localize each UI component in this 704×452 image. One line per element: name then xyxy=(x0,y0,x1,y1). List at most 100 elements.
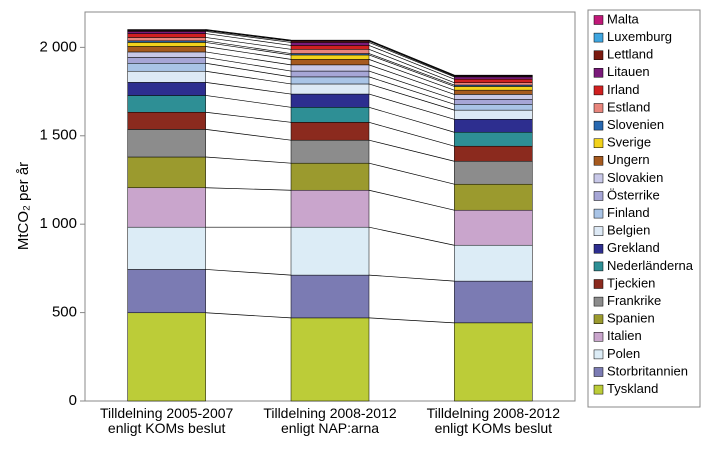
bar-segment xyxy=(127,82,206,96)
legend-swatch xyxy=(593,244,604,254)
connector xyxy=(368,70,455,100)
legend-swatch xyxy=(593,68,604,78)
legend-swatch xyxy=(593,261,604,272)
legend-label: Belgien xyxy=(607,223,650,238)
bar-segment xyxy=(454,86,533,91)
connector xyxy=(368,226,455,246)
connector xyxy=(368,40,455,77)
connector xyxy=(205,37,292,50)
connector xyxy=(368,162,455,185)
bar-segment xyxy=(127,70,206,83)
legend-swatch xyxy=(593,191,604,201)
legend-swatch xyxy=(593,314,604,324)
bar-segment xyxy=(127,226,206,270)
legend-swatch xyxy=(593,85,604,96)
bar-segment xyxy=(127,31,206,34)
connector xyxy=(205,312,292,319)
bar-segment xyxy=(454,74,533,76)
legend-label: Italien xyxy=(607,328,642,343)
bar-segment xyxy=(290,70,370,78)
bar-segment xyxy=(290,162,370,191)
legend-label: Slovenien xyxy=(607,117,664,132)
bar-segment xyxy=(454,131,533,147)
bar-segment xyxy=(454,109,533,120)
legend-label: Polen xyxy=(607,346,640,361)
legend-swatch xyxy=(593,156,604,166)
bar-segment xyxy=(290,59,370,66)
connector xyxy=(205,70,292,85)
legend-label: Grekland xyxy=(607,240,660,255)
bar-segment xyxy=(127,156,206,189)
legend-swatch xyxy=(593,279,604,289)
bar-segment xyxy=(454,82,533,86)
legend-label: Tjeckien xyxy=(607,275,655,290)
legend-swatch xyxy=(593,226,604,236)
bar-segment xyxy=(127,269,206,314)
bar-segment xyxy=(454,145,533,162)
legend-label: Irland xyxy=(607,82,640,97)
connector xyxy=(368,139,455,162)
connector xyxy=(205,269,292,276)
connector xyxy=(368,121,455,147)
connector xyxy=(368,48,455,84)
legend-label: Slovakien xyxy=(607,170,663,185)
connector xyxy=(205,29,292,41)
legend-label: Estland xyxy=(607,99,650,114)
connector xyxy=(368,317,455,324)
bar-segment xyxy=(454,89,533,95)
connector xyxy=(368,39,455,76)
connector xyxy=(368,64,455,95)
bar-segment xyxy=(290,317,370,402)
legend-swatch xyxy=(593,138,604,148)
y-tick-label: 2 000 xyxy=(39,38,77,55)
bar-segment xyxy=(290,42,370,46)
x-tick-label: Tilldelning 2008-2012 enligt NAP:arna xyxy=(263,405,397,436)
connector xyxy=(205,82,292,95)
bar-segment xyxy=(127,112,206,130)
legend-swatch xyxy=(593,50,604,60)
bar-segment xyxy=(290,226,370,276)
legend-label: Nederländerna xyxy=(607,258,694,273)
y-tick-label: 1 000 xyxy=(39,215,77,232)
legend-label: Malta xyxy=(607,11,640,26)
bar-segment xyxy=(454,119,533,133)
bar-segment xyxy=(127,29,206,31)
legend-swatch xyxy=(593,103,604,113)
legend-label: Luxemburg xyxy=(607,29,672,44)
connector xyxy=(205,31,292,43)
connector xyxy=(368,53,455,86)
bar-segment xyxy=(290,54,370,60)
bar-segment xyxy=(290,122,370,141)
connector xyxy=(368,274,455,282)
legend-label: Finland xyxy=(607,205,650,220)
connector xyxy=(368,106,455,133)
bar-segment xyxy=(454,183,533,211)
legend-label: Lettland xyxy=(607,47,653,62)
bar-segment xyxy=(454,99,533,105)
bar-segment xyxy=(127,46,206,53)
x-tick-label: Tilldelning 2008-2012 enligt KOMs beslut xyxy=(426,405,560,436)
legend-swatch xyxy=(593,15,604,25)
connector xyxy=(205,187,292,191)
connector xyxy=(368,54,455,87)
bar-segment xyxy=(290,189,370,228)
legend-swatch xyxy=(593,173,604,184)
connector xyxy=(368,76,455,105)
y-tick-label: 0 xyxy=(69,392,77,409)
legend-label: Spanien xyxy=(607,311,655,326)
bar-segment xyxy=(290,45,370,50)
bar-segment xyxy=(127,187,206,228)
bar-segment xyxy=(290,76,370,85)
bar-segment xyxy=(127,129,206,158)
connector xyxy=(368,59,455,91)
bar-segment xyxy=(127,312,206,402)
connector xyxy=(205,57,292,72)
bar-segment xyxy=(127,37,206,42)
legend-label: Ungern xyxy=(607,152,650,167)
bar-segment xyxy=(454,76,533,80)
connector xyxy=(205,156,292,164)
y-tick-label: 500 xyxy=(52,304,77,321)
bar-segment xyxy=(454,322,533,402)
connector xyxy=(205,129,292,141)
